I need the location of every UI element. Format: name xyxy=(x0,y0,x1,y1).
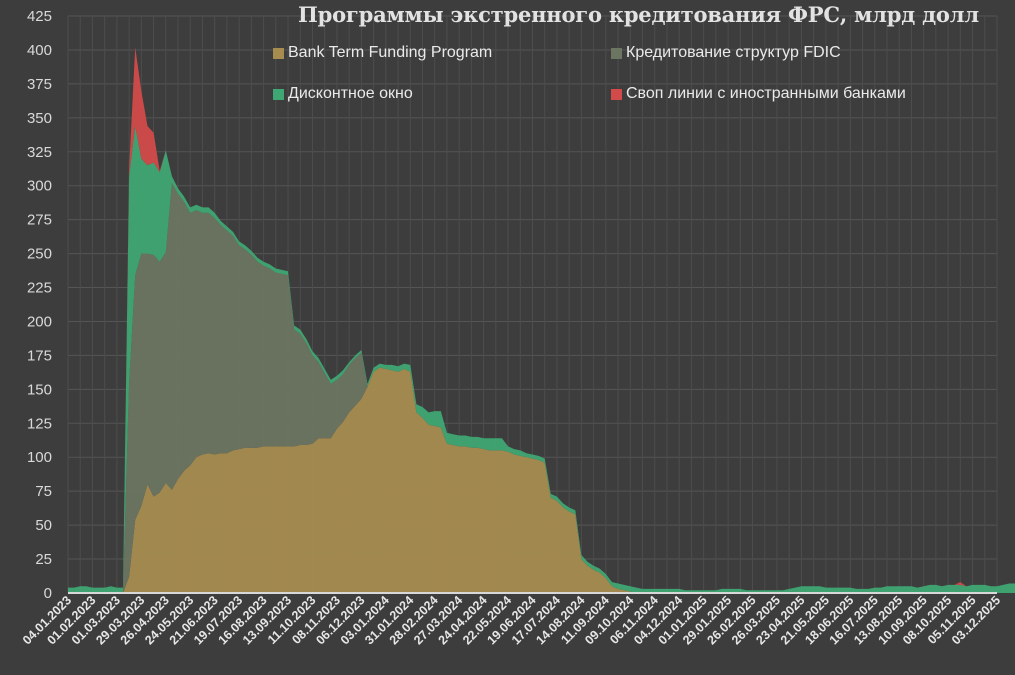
legend-label-btfp: Bank Term Funding Program xyxy=(288,44,493,61)
legend-item-fdic: Кредитование структур FDIC xyxy=(611,44,841,62)
y-tick-label: 350 xyxy=(27,110,52,127)
y-tick-label: 0 xyxy=(44,585,52,602)
y-tick-label: 425 xyxy=(27,8,52,25)
legend-label-fdic: Кредитование структур FDIC xyxy=(626,44,841,61)
area-series xyxy=(68,367,1015,593)
legend-item-discount-window: Дисконтное окно xyxy=(273,85,413,103)
stacked-areas xyxy=(68,47,1015,593)
legend-swatch-btfp xyxy=(273,47,284,59)
y-tick-label: 325 xyxy=(27,144,52,161)
area-series xyxy=(68,183,1015,593)
y-tick-label: 300 xyxy=(27,178,52,195)
y-axis-ticks: 0 25 50 75 100 125 150 175 200 225 250 275 300 325 350… xyxy=(27,8,52,602)
y-tick-label: 75 xyxy=(35,483,52,500)
x-axis-ticks: 04.01.202301.02.202301.03.202329.03.2023… xyxy=(20,593,1003,647)
legend-label-swap-lines: Своп линии с иностранными банками xyxy=(626,85,906,102)
legend-item-swap-lines: Своп линии с иностранными банками xyxy=(611,85,906,103)
legend-swatch-swap-lines xyxy=(611,88,622,100)
y-tick-label: 250 xyxy=(27,246,52,263)
y-tick-label: 100 xyxy=(27,449,52,466)
legend-swatch-fdic xyxy=(611,47,622,59)
y-tick-label: 200 xyxy=(27,313,52,330)
y-tick-label: 400 xyxy=(27,42,52,59)
chart-title: Программы экстренного кредитования ФРС, … xyxy=(298,2,979,27)
y-tick-label: 225 xyxy=(27,280,52,297)
y-tick-label: 150 xyxy=(27,381,52,398)
legend-swatch-discount-window xyxy=(273,88,284,100)
y-tick-label: 175 xyxy=(27,347,52,364)
y-tick-label: 375 xyxy=(27,76,52,93)
legend-item-btfp: Bank Term Funding Program xyxy=(273,44,492,62)
y-tick-label: 25 xyxy=(35,551,52,568)
y-tick-label: 275 xyxy=(27,212,52,229)
y-tick-label: 50 xyxy=(35,517,52,534)
area-series xyxy=(68,126,1015,593)
y-tick-label: 125 xyxy=(27,415,52,432)
legend-label-discount-window: Дисконтное окно xyxy=(288,85,413,102)
